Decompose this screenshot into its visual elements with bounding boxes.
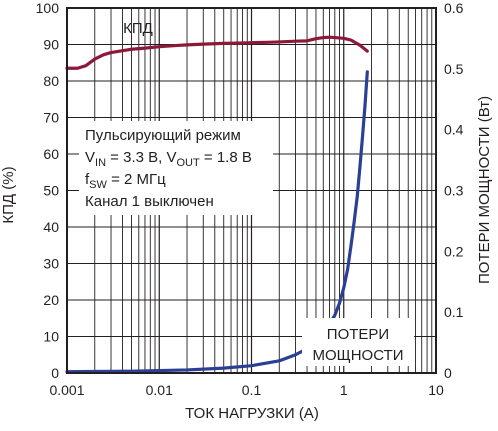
y-axis-title-right: ПОТЕРИ МОЩНОСТИ (Вт) xyxy=(476,96,493,284)
x-tick-labels: 0.001 0.01 0.1 1 10 xyxy=(49,382,444,398)
y-tick-label-right: 0.5 xyxy=(444,61,464,77)
y-axis-title-left: КПД (%) xyxy=(0,166,17,223)
y-tick-label-left: 80 xyxy=(43,73,59,89)
x-axis-title: ТОК НАГРУЗКИ (А) xyxy=(185,405,319,422)
y-tick-label-left: 100 xyxy=(36,0,60,16)
annotation-line: VIN = 3.3 В, VOUT = 1.8 В xyxy=(85,149,252,169)
annotation-line: Пульсирующий режим xyxy=(85,127,241,144)
x-tick-label: 1 xyxy=(340,382,348,398)
annotation-background xyxy=(79,121,273,215)
x-tick-label: 0.1 xyxy=(242,382,262,398)
y-tick-label-left: 0 xyxy=(51,365,59,381)
y-tick-label-left: 50 xyxy=(43,183,59,199)
y-tick-label-right: 0.4 xyxy=(444,122,464,138)
y-tick-label-right: 0 xyxy=(444,365,452,381)
efficiency-series-label: КПД xyxy=(123,20,153,37)
annotation-line: Канал 1 выключен xyxy=(85,193,214,210)
y-tick-label-left: 70 xyxy=(43,110,59,126)
y-tick-label-left: 90 xyxy=(43,37,59,53)
y-tick-label-right: 0.6 xyxy=(444,0,464,16)
power-loss-series-label: ПОТЕРИ xyxy=(327,326,389,343)
y-tick-labels-right: 0 0.1 0.2 0.3 0.4 0.5 0.6 xyxy=(444,0,464,381)
annotation-line: fSW = 2 МГц xyxy=(85,171,166,191)
x-tick-label: 0.01 xyxy=(146,382,173,398)
y-tick-label-left: 60 xyxy=(43,146,59,162)
power-loss-series-label: МОЩНОСТИ xyxy=(312,347,403,364)
y-tick-label-right: 0.2 xyxy=(444,243,464,259)
x-tick-label: 0.001 xyxy=(49,382,84,398)
y-tick-label-left: 10 xyxy=(43,329,59,345)
series-labels: КПД ПОТЕРИ МОЩНОСТИ xyxy=(123,20,414,366)
y-tick-label-right: 0.1 xyxy=(444,304,464,320)
power-loss-label-bg xyxy=(302,318,414,366)
plot-frame xyxy=(66,7,437,374)
y-tick-label-left: 20 xyxy=(43,292,59,308)
y-tick-label-left: 30 xyxy=(43,256,59,272)
y-tick-label-right: 0.3 xyxy=(444,183,464,199)
y-tick-label-left: 40 xyxy=(43,219,59,235)
y-tick-labels-left: 0 10 20 30 40 50 60 70 80 90 100 xyxy=(36,0,60,381)
efficiency-series-line xyxy=(65,35,369,70)
x-tick-label: 10 xyxy=(428,382,444,398)
conditions-annotation: Пульсирующий режим VIN = 3.3 В, VOUT = 1.… xyxy=(79,121,273,215)
